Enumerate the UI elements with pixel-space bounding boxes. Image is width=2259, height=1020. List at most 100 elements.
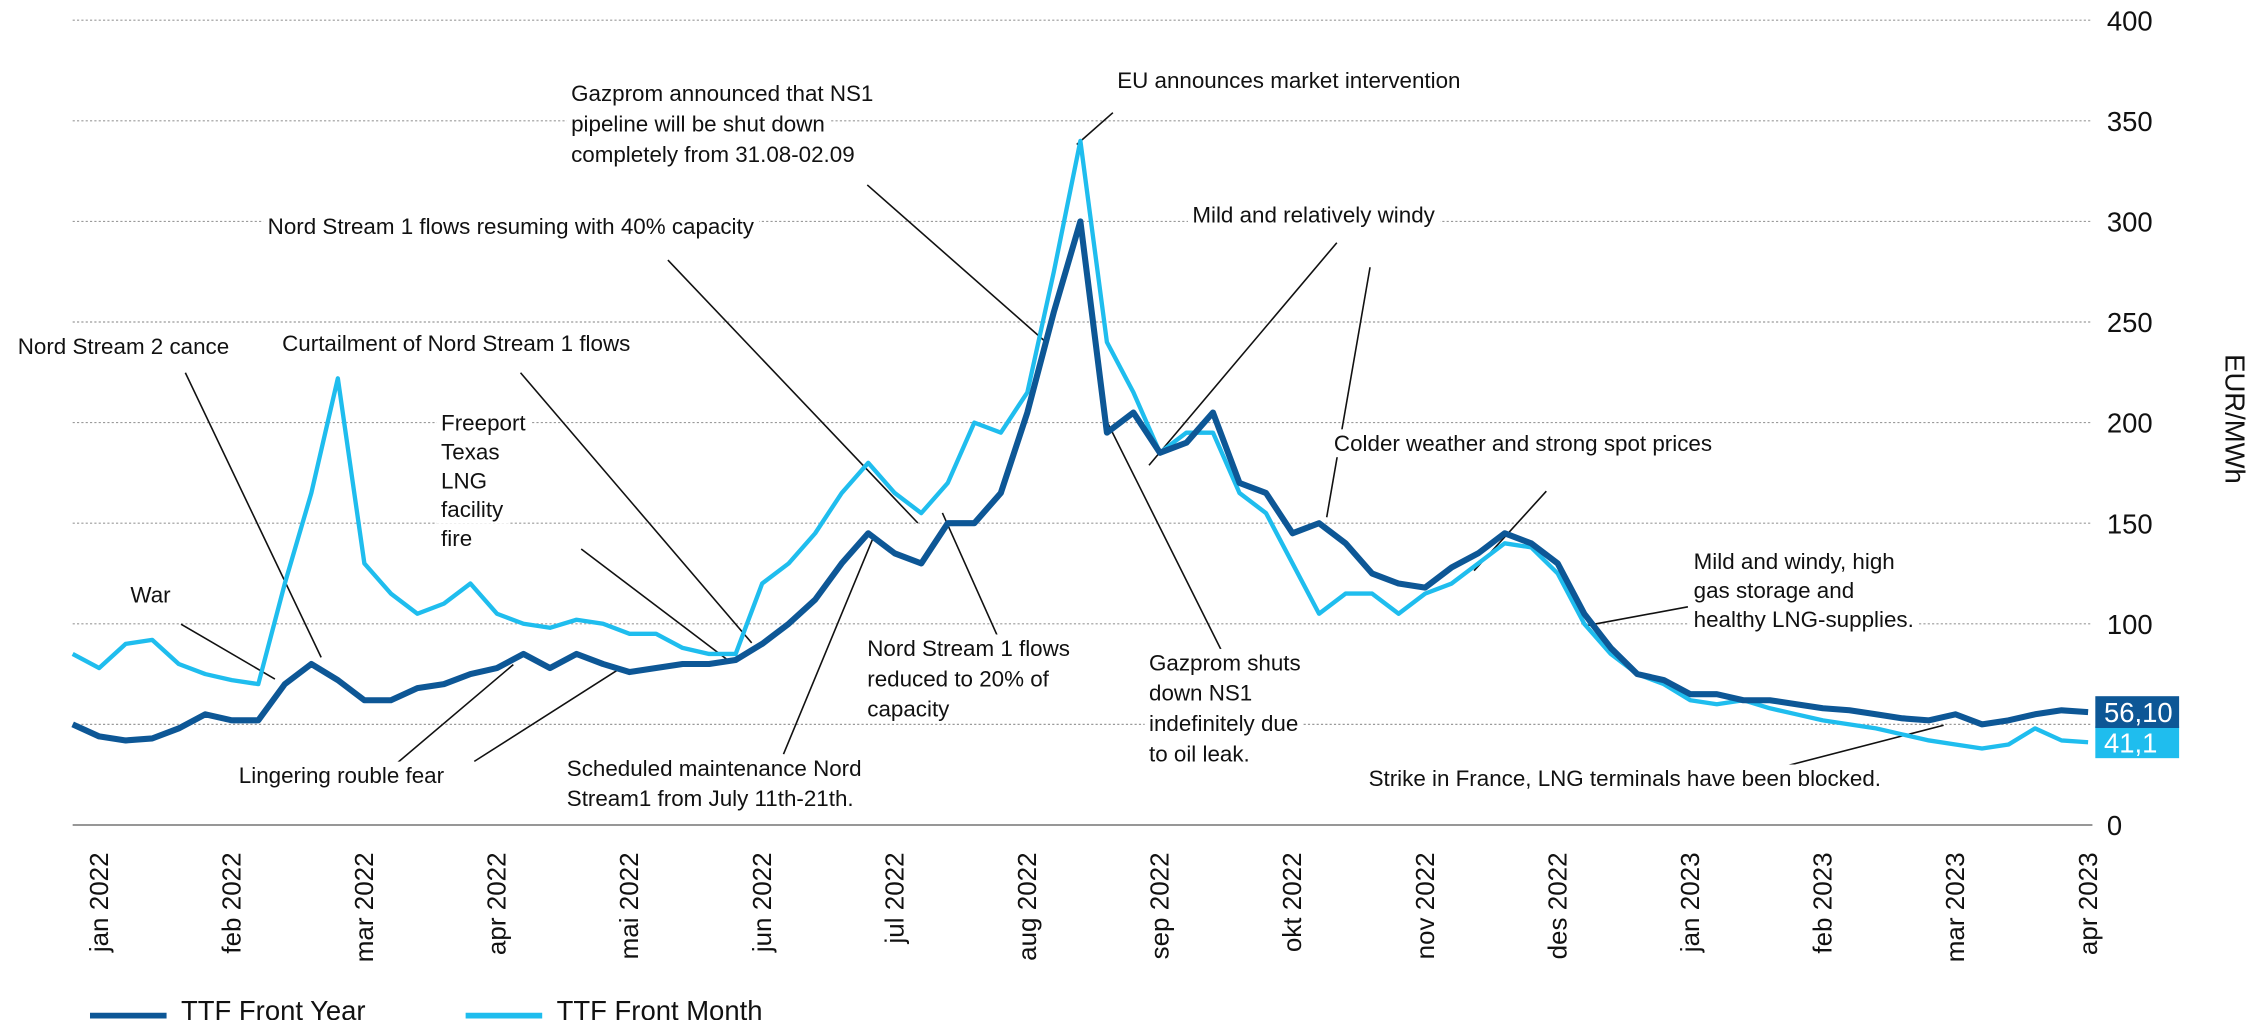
annotation-bg — [436, 495, 509, 524]
x-tick-label: des 2022 — [1542, 852, 1572, 959]
annotation-bg — [436, 437, 504, 466]
x-tick-label: feb 2022 — [216, 852, 246, 953]
annotation-bg — [862, 695, 955, 724]
x-tick-label: jun 2022 — [747, 852, 777, 953]
annotation-bg — [1144, 739, 1255, 768]
annotation-text: gas storage and — [1694, 578, 1854, 603]
annotation-bg — [1689, 576, 1859, 605]
annotation-bg — [1329, 429, 1717, 458]
y-tick-label: 0 — [2107, 810, 2122, 841]
y-tick-label: 200 — [2107, 408, 2153, 439]
x-tick-label: okt 2022 — [1277, 852, 1307, 952]
annotation-text: to oil leak. — [1149, 741, 1250, 766]
annotation-bg — [234, 761, 449, 790]
x-tick-label: sep 2022 — [1145, 852, 1175, 959]
annotation-text: completely from 31.08-02.09 — [571, 142, 855, 167]
annotation-bg — [566, 79, 878, 108]
annotation-leader — [519, 372, 753, 644]
annotation-leader — [1148, 242, 1338, 466]
annotation-text: Texas — [441, 439, 499, 464]
annotation-text: Nord Stream 2 cance — [18, 334, 229, 359]
annotation-bg — [1144, 679, 1257, 708]
x-tick-label: jul 2022 — [879, 852, 909, 944]
x-tick-label: nov 2022 — [1410, 852, 1440, 959]
y-axis-label: EUR/MWh — [2219, 354, 2250, 484]
x-tick-label: apr 2023 — [2073, 852, 2103, 955]
legend-label: TTF Front Year — [181, 995, 366, 1020]
annotation-text: Nord Stream 1 flows — [867, 636, 1070, 661]
annotation-text: healthy LNG-supplies. — [1694, 607, 1914, 632]
annotation-text: indefinitely due — [1149, 711, 1298, 736]
annotation-bg — [13, 332, 234, 361]
annotation-text: Stream1 from July 11th-21th. — [567, 786, 854, 811]
annotation-bg — [1364, 764, 1886, 793]
annotation-text: fire — [441, 526, 472, 551]
annotation-bg — [1144, 709, 1303, 738]
annotation-text: Gazprom shuts — [1149, 650, 1301, 675]
end-label: 41,1 — [2104, 727, 2157, 758]
annotation-text: Gazprom announced that NS1 — [571, 81, 873, 106]
x-tick-label: jan 2023 — [1675, 852, 1705, 953]
annotation-text: Scheduled maintenance Nord — [567, 756, 862, 781]
annotation-leader — [1076, 112, 1114, 146]
x-tick-label: jan 2022 — [84, 852, 114, 953]
end-label: 56,10 — [2104, 697, 2173, 728]
annotation-bg — [1144, 648, 1306, 677]
y-tick-label: 150 — [2107, 508, 2153, 539]
annotation-bg — [562, 754, 866, 783]
annotation-bg — [436, 524, 477, 553]
annotation-text: Lingering rouble fear — [239, 763, 445, 788]
annotation-text: Colder weather and strong spot prices — [1334, 431, 1712, 456]
annotation-bg — [1689, 547, 1900, 576]
end-label-box — [2095, 726, 2180, 759]
y-tick-label: 400 — [2107, 5, 2153, 36]
legend-label: TTF Front Month — [557, 995, 763, 1020]
annotation-leader — [580, 548, 731, 663]
annotation-text: down NS1 — [1149, 681, 1252, 706]
annotation-leader — [782, 534, 876, 755]
annotation-text: capacity — [867, 697, 950, 722]
annotation-leader — [184, 372, 322, 658]
annotation-text: Strike in France, LNG terminals have bee… — [1369, 766, 1881, 791]
annotation-text: Curtailment of Nord Stream 1 flows — [282, 331, 630, 356]
y-tick-label: 300 — [2107, 207, 2153, 238]
x-tick-label: mar 2022 — [349, 852, 379, 962]
annotation-bg — [562, 784, 858, 813]
annotation-bg — [263, 212, 760, 241]
annotation-leader — [1770, 724, 1944, 771]
annotation-text: Mild and relatively windy — [1192, 202, 1435, 227]
series-line — [71, 218, 2089, 744]
annotation-bg — [566, 140, 860, 169]
annotation-bg — [126, 581, 176, 609]
annotation-text: reduced to 20% of — [867, 666, 1049, 691]
x-tick-label: aug 2022 — [1012, 852, 1042, 960]
annotation-text: Freeport — [441, 411, 526, 436]
annotation-leader — [1586, 606, 1689, 627]
annotation-leader — [473, 666, 623, 763]
annotation-text: pipeline will be shut down — [571, 111, 825, 136]
annotation-leader — [389, 663, 514, 770]
annotation-bg — [436, 409, 531, 437]
y-tick-label: 100 — [2107, 609, 2153, 640]
annotation-leader — [180, 623, 276, 680]
annotation-leader — [1104, 418, 1222, 651]
annotation-text: LNG — [441, 468, 487, 493]
x-tick-label: apr 2022 — [482, 852, 512, 955]
annotation-bg — [862, 664, 1055, 693]
annotation-text: facility — [441, 497, 504, 522]
annotation-leader — [866, 184, 1049, 345]
y-tick-label: 250 — [2107, 307, 2153, 338]
annotation-text: Nord Stream 1 flows resuming with 40% ca… — [268, 214, 755, 239]
annotation-text: EU announces market intervention — [1117, 68, 1460, 93]
annotation-bg — [1112, 66, 1465, 95]
annotation-bg — [277, 329, 635, 358]
annotation-leader — [667, 259, 919, 524]
x-tick-label: feb 2023 — [1808, 852, 1838, 953]
annotation-bg — [1689, 605, 1919, 634]
annotation-bg — [566, 110, 830, 138]
annotation-leader — [1325, 267, 1371, 518]
x-tick-label: mar 2023 — [1940, 852, 1970, 962]
annotation-bg — [1188, 201, 1440, 229]
